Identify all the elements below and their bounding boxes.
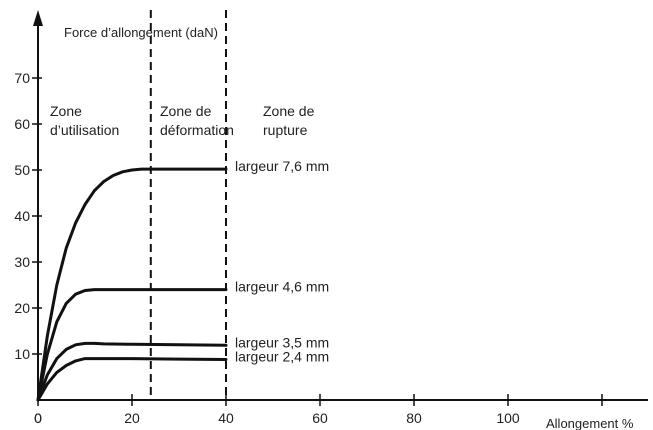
y-axis-title: Force d’allongement (daN) — [64, 25, 218, 40]
series-line — [36, 288, 228, 402]
zone-label-deformation-line1: Zone de — [160, 103, 212, 119]
series-line — [36, 341, 228, 402]
series-line — [36, 357, 228, 402]
axes — [33, 10, 648, 401]
zone-label-usage-line2: d’utilisation — [50, 122, 119, 138]
origin-tick-label: 0 — [34, 410, 42, 426]
zone-label-rupture-line1: Zone de — [263, 103, 315, 119]
y-tick-label: 30 — [14, 254, 30, 270]
zone-label-rupture-line2: rupture — [263, 122, 308, 138]
series-line — [36, 167, 228, 402]
series-label: largeur 3,5 mm — [235, 334, 329, 350]
y-tick-label: 10 — [14, 346, 30, 362]
x-axis-title: Allongement % — [546, 416, 634, 430]
x-tick-label: 60 — [312, 410, 328, 426]
x-tick-label: 100 — [496, 410, 520, 426]
series-label: largeur 4,6 mm — [235, 279, 329, 295]
chart-labels: Force d’allongement (daN) Allongement % … — [50, 25, 634, 430]
zone-label-usage-line1: Zone — [50, 103, 82, 119]
y-axis-arrow-icon — [33, 10, 43, 26]
zone-label-deformation-line2: déformation — [160, 122, 234, 138]
y-tick-label: 40 — [14, 208, 30, 224]
x-tick-label: 80 — [406, 410, 422, 426]
y-tick-label: 60 — [14, 116, 30, 132]
x-tick-label: 0 — [34, 410, 42, 426]
y-tick-label: 50 — [14, 162, 30, 178]
y-tick-label: 70 — [14, 70, 30, 86]
x-tick-label: 40 — [218, 410, 234, 426]
x-tick-label: 20 — [124, 410, 140, 426]
series-lines: largeur 7,6 mm largeur 4,6 mm largeur 3,5 … — [36, 158, 329, 402]
series-label: largeur 7,6 mm — [235, 158, 329, 174]
y-tick-label: 20 — [14, 300, 30, 316]
series-label: largeur 2,4 mm — [235, 349, 329, 365]
zone-dividers — [149, 10, 227, 400]
